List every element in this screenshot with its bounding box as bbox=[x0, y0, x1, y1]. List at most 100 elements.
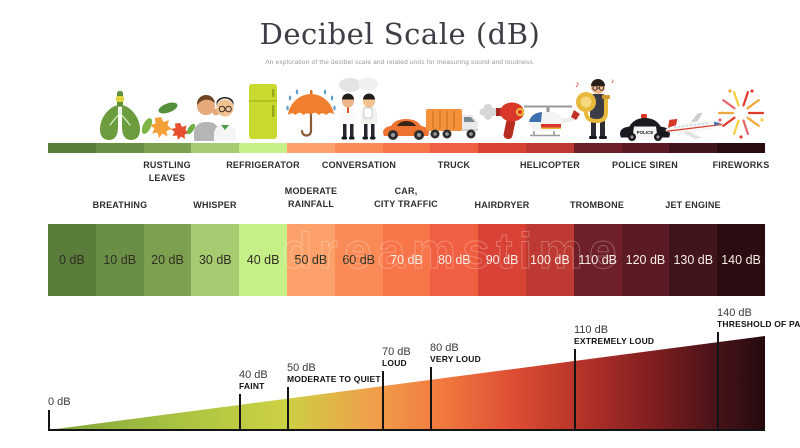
ramp-marker-110db: 110 dB EXTREMELY LOUD bbox=[574, 324, 654, 347]
marker-value: 70 dB bbox=[382, 346, 411, 358]
icon-slot bbox=[331, 75, 387, 141]
scale-cell: 110 dB bbox=[573, 224, 622, 296]
source-label-car-city-traffic: CAR, CITY TRAFFIC bbox=[374, 186, 438, 209]
decibel-scale-bar: 0 dB 10 dB 20 dB 30 dB 40 dB 50 dB 60 dB… bbox=[48, 224, 765, 296]
helicopter-icon bbox=[524, 105, 580, 137]
marker-descriptor: FAINT bbox=[239, 381, 265, 391]
scale-cell: 80 dB bbox=[430, 224, 479, 296]
source-label-trombone: TROMBONE bbox=[569, 200, 625, 210]
conversation-icon bbox=[339, 77, 378, 140]
scale-cell: 100 dB bbox=[525, 224, 574, 296]
scale-cell-label: 60 dB bbox=[342, 253, 376, 267]
scale-cell-label: 130 dB bbox=[673, 253, 714, 267]
mini-bar-segment bbox=[478, 143, 526, 153]
scale-cell: 0 dB bbox=[48, 224, 96, 296]
marker-value: 80 dB bbox=[430, 342, 459, 354]
mini-bar-segment bbox=[143, 143, 192, 153]
page-subtitle: An exploration of the decibel scale and … bbox=[265, 59, 535, 66]
music-note-icon: ♪ bbox=[611, 78, 615, 85]
source-label-refrigerator: REFRIGERATOR bbox=[226, 160, 300, 170]
ramp-tick bbox=[239, 394, 241, 431]
scale-cell: 40 dB bbox=[239, 224, 287, 296]
icon-slot: ♪ ♪ bbox=[574, 75, 620, 141]
scale-cell: 20 dB bbox=[143, 224, 192, 296]
source-label-hairdryer: HAIRDRYER bbox=[474, 200, 530, 210]
ramp-marker-50db: 50 dB MODERATE TO QUIET bbox=[287, 362, 381, 385]
ramp-tick bbox=[382, 371, 384, 431]
scale-cell: 50 dB bbox=[286, 224, 335, 296]
ramp-marker-40db: 40 dB FAINT bbox=[239, 369, 268, 392]
marker-value: 40 dB bbox=[239, 369, 268, 381]
ramp-marker-140db: 140 dB THRESHOLD OF PAIN bbox=[717, 307, 800, 330]
mini-bar-segment bbox=[191, 143, 240, 153]
mini-bar-segment bbox=[669, 143, 718, 153]
icon-slot bbox=[192, 75, 238, 141]
scale-cell-label: 140 dB bbox=[721, 253, 761, 267]
source-label-rustling-leaves: RUSTLING LEAVES bbox=[143, 160, 191, 183]
mini-bar-segment bbox=[286, 143, 335, 153]
icon-slot bbox=[425, 75, 483, 141]
scale-cell-label: 110 dB bbox=[578, 253, 618, 267]
scale-cell: 140 dB bbox=[717, 224, 765, 296]
icon-slot bbox=[716, 75, 766, 141]
scale-cell: 30 dB bbox=[191, 224, 240, 296]
whisper-icon bbox=[194, 94, 236, 141]
page-title: Decibel Scale (dB) bbox=[259, 17, 541, 51]
scale-cell: 120 dB bbox=[621, 224, 670, 296]
mini-bar-segment bbox=[430, 143, 479, 153]
ramp-marker-80db: 80 dB VERY LOUD bbox=[430, 342, 481, 365]
source-label-police-siren: POLICE SIREN bbox=[612, 160, 678, 170]
icon-slot: POLICE bbox=[618, 75, 672, 141]
music-note-icon: ♪ bbox=[575, 79, 580, 89]
icon-slot bbox=[98, 75, 142, 141]
source-label-jet-engine: JET ENGINE bbox=[665, 200, 721, 210]
mini-bar-segment bbox=[48, 143, 96, 153]
source-label-fireworks: FIREWORKS bbox=[712, 160, 770, 170]
scale-cell: 70 dB bbox=[382, 224, 431, 296]
scale-cell: 90 dB bbox=[478, 224, 526, 296]
marker-descriptor: LOUD bbox=[382, 358, 407, 368]
scale-cell-label: 50 dB bbox=[294, 253, 328, 267]
source-label-helicopter: HELICOPTER bbox=[519, 160, 580, 170]
icon-slot bbox=[285, 75, 337, 141]
icon-slot bbox=[660, 75, 726, 141]
icon-slot bbox=[477, 75, 527, 141]
car-icon bbox=[383, 119, 429, 140]
fireworks-icon bbox=[717, 89, 765, 139]
marker-descriptor: EXTREMELY LOUD bbox=[574, 336, 655, 346]
scale-cell-label: 100 dB bbox=[530, 253, 570, 267]
mini-bar-segment bbox=[573, 143, 622, 153]
ramp-marker-70db: 70 dB LOUD bbox=[382, 346, 411, 369]
marker-value: 0 dB bbox=[48, 396, 71, 408]
police-car-icon: POLICE bbox=[620, 114, 670, 141]
leaves-icon bbox=[141, 102, 196, 140]
marker-value: 110 dB bbox=[574, 324, 609, 336]
ramp-tick bbox=[430, 367, 432, 431]
marker-descriptor: THRESHOLD OF PAIN bbox=[717, 319, 800, 329]
scale-cell: 60 dB bbox=[334, 224, 383, 296]
ramp-tick bbox=[574, 349, 576, 431]
scale-cell-label: 90 dB bbox=[485, 253, 519, 267]
hairdryer-icon bbox=[479, 102, 525, 140]
mini-bar-segment bbox=[717, 143, 765, 153]
marker-descriptor: VERY LOUD bbox=[430, 354, 481, 364]
jet-airplane-icon bbox=[665, 112, 724, 139]
source-label-moderate-rainfall: MODERATE RAINFALL bbox=[284, 186, 338, 209]
scale-cell: 10 dB bbox=[95, 224, 144, 296]
scale-cell: 130 dB bbox=[669, 224, 718, 296]
marker-value: 50 dB bbox=[287, 362, 316, 374]
marker-descriptor: MODERATE TO QUIET bbox=[287, 374, 381, 384]
mini-bar-segment bbox=[95, 143, 144, 153]
source-label-truck: TRUCK bbox=[437, 160, 471, 170]
mini-bar-segment bbox=[525, 143, 574, 153]
mini-gradient-bar bbox=[48, 143, 765, 153]
mini-bar-segment bbox=[334, 143, 383, 153]
icon-slot bbox=[248, 75, 278, 141]
lungs-icon bbox=[100, 91, 140, 140]
truck-icon bbox=[426, 109, 478, 139]
ramp-tick bbox=[717, 332, 719, 431]
scale-cell-label: 20 dB bbox=[151, 253, 184, 267]
refrigerator-icon bbox=[249, 84, 277, 139]
mini-bar-segment bbox=[382, 143, 431, 153]
